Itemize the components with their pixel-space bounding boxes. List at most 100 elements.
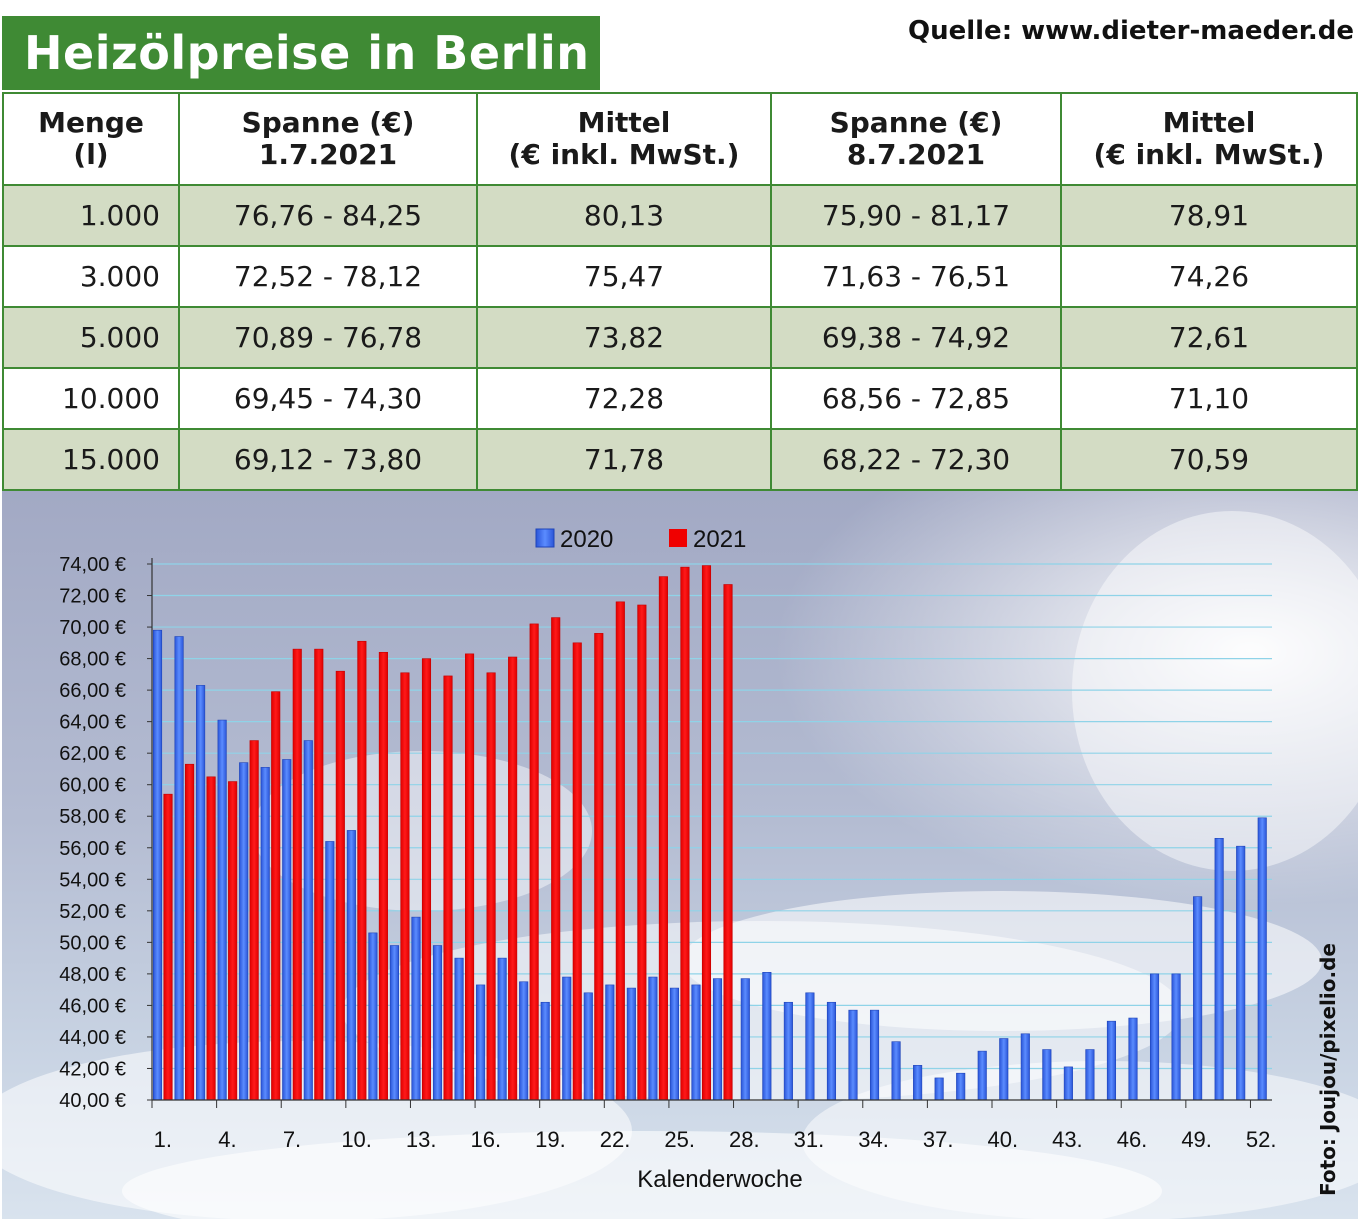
x-axis-label: Kalenderwoche (637, 1166, 802, 1193)
table-cell: 76,76 - 84,25 (178, 184, 478, 247)
bar-2020 (1042, 1049, 1052, 1101)
table-cell: 70,59 (1060, 428, 1358, 491)
y-tick-label: 56,00 € (59, 838, 126, 860)
bar-2020 (1257, 817, 1267, 1101)
bar-2021 (400, 672, 410, 1101)
bar-2021 (163, 793, 173, 1101)
bar-2020 (605, 984, 615, 1101)
column-header-menge: Menge (l) (2, 92, 180, 186)
y-tick-label: 70,00 € (59, 617, 126, 639)
x-tick-label: 34. (858, 1127, 889, 1152)
bar-2020 (999, 1038, 1009, 1101)
bar-2020 (217, 719, 227, 1101)
bar-2021 (529, 623, 539, 1101)
bar-2020 (282, 759, 292, 1101)
bar-2021 (185, 763, 195, 1101)
bar-2020 (762, 972, 772, 1101)
page-title: Heizölpreise in Berlin (2, 16, 600, 90)
bar-2020 (1085, 1049, 1095, 1101)
table-cell: 69,45 - 74,30 (178, 367, 478, 430)
table-header-row: Menge (l) Spanne (€) 1.7.2021 Mittel (€ ink… (2, 92, 1358, 186)
bar-2021 (292, 648, 302, 1101)
bar-2020 (476, 984, 486, 1101)
bar-2020 (626, 987, 636, 1101)
table-cell: 78,91 (1060, 184, 1358, 247)
x-tick-label: 28. (729, 1127, 760, 1152)
price-chart: 40,00 € 42,00 € 44,00 € 46,00 € 48,00 € 50,00… (2, 491, 1358, 1219)
bar-2020 (152, 629, 163, 1101)
bar-2020 (174, 636, 184, 1101)
bar-2020 (712, 978, 723, 1101)
bar-2020 (1128, 1017, 1138, 1101)
bar-2021 (206, 776, 216, 1101)
bar-2020 (1214, 838, 1224, 1101)
bar-2021 (421, 658, 432, 1101)
bar-2020 (519, 981, 529, 1101)
column-header-mittel-2: Mittel (€ inkl. MwSt.) (1060, 92, 1358, 186)
table-cell: 3.000 (2, 245, 180, 308)
x-tick-label: 4. (218, 1127, 236, 1152)
bar-2021 (335, 670, 345, 1101)
bar-2020 (691, 984, 701, 1101)
table-row: 15.000 69,12 - 73,80 71,78 68,22 - 72,30… (2, 428, 1358, 491)
y-tick-label: 74,00 € (59, 554, 126, 576)
table-cell: 68,56 - 72,85 (770, 367, 1062, 430)
bar-2020 (583, 992, 593, 1101)
bar-2020 (389, 945, 399, 1101)
x-tick-label: 52. (1246, 1127, 1277, 1152)
x-tick-label: 1. (154, 1127, 172, 1152)
y-tick-label: 52,00 € (59, 901, 126, 923)
x-tick-label: 25. (664, 1127, 695, 1152)
y-tick-label: 48,00 € (59, 964, 126, 986)
bar-2021 (572, 642, 582, 1101)
legend-swatch-2020 (535, 528, 555, 548)
table-cell: 72,52 - 78,12 (178, 245, 478, 308)
table-cell: 74,26 (1060, 245, 1358, 308)
column-header-spanne-1: Spanne (€) 1.7.2021 (178, 92, 478, 186)
bar-2021 (228, 781, 238, 1101)
y-tick-label: 62,00 € (59, 743, 126, 765)
y-tick-label: 54,00 € (59, 869, 126, 891)
chart-area: 40,00 € 42,00 € 44,00 € 46,00 € 48,00 € 50,00… (2, 491, 1358, 1219)
y-tick-label: 44,00 € (59, 1027, 126, 1049)
bar-2020 (1106, 1020, 1117, 1101)
x-tick-label: 19. (535, 1127, 566, 1152)
bar-2020 (956, 1072, 966, 1101)
legend: 2020 2021 (535, 526, 746, 553)
table-cell: 73,82 (476, 306, 772, 369)
bar-2020 (239, 762, 249, 1101)
bar-2020 (1020, 1033, 1030, 1101)
x-tick-label: 46. (1117, 1127, 1148, 1152)
bar-2020 (783, 1001, 793, 1101)
bar-2021 (658, 576, 668, 1101)
y-tick-label: 40,00 € (59, 1090, 126, 1112)
bar-2020 (346, 830, 356, 1101)
y-tick-label: 42,00 € (59, 1058, 126, 1080)
axes (147, 558, 1272, 1108)
table-cell: 70,89 - 76,78 (178, 306, 478, 369)
bar-2020 (891, 1041, 901, 1101)
bar-2020 (869, 1009, 880, 1101)
table-cell: 69,38 - 74,92 (770, 306, 1062, 369)
table-cell: 71,78 (476, 428, 772, 491)
bar-2021 (551, 617, 561, 1101)
bar-2020 (1171, 973, 1181, 1101)
bar-2021 (271, 691, 281, 1101)
table-cell: 5.000 (2, 306, 180, 369)
source-credit: Quelle: www.dieter-maeder.de (907, 16, 1354, 46)
bar-2021 (594, 633, 604, 1101)
y-tick-label: 60,00 € (59, 775, 126, 797)
y-tick-label: 68,00 € (59, 649, 126, 671)
table-cell: 10.000 (2, 367, 180, 430)
column-header-spanne-2: Spanne (€) 8.7.2021 (770, 92, 1062, 186)
bar-2020 (325, 841, 335, 1101)
x-tick-label: 37. (923, 1127, 954, 1152)
bar-2020 (1193, 896, 1203, 1101)
bar-2020 (411, 916, 421, 1101)
bar-2021 (314, 648, 324, 1101)
bar-2020 (303, 740, 313, 1101)
bar-2021 (680, 566, 690, 1101)
bar-2020 (497, 957, 507, 1101)
table-row: 3.000 72,52 - 78,12 75,47 71,63 - 76,51 … (2, 245, 1358, 308)
table-cell: 75,90 - 81,17 (770, 184, 1062, 247)
